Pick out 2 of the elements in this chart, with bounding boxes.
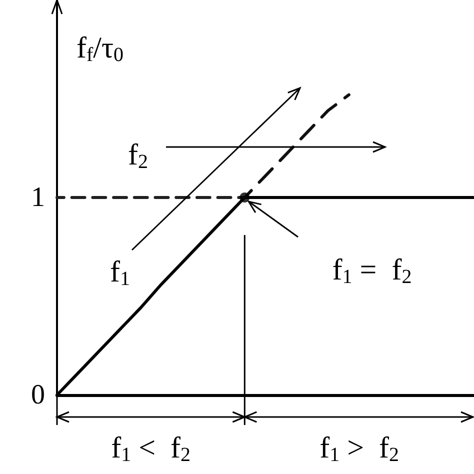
y-tick-label: 1	[31, 182, 45, 213]
y-tick-label: 0	[31, 380, 45, 410]
